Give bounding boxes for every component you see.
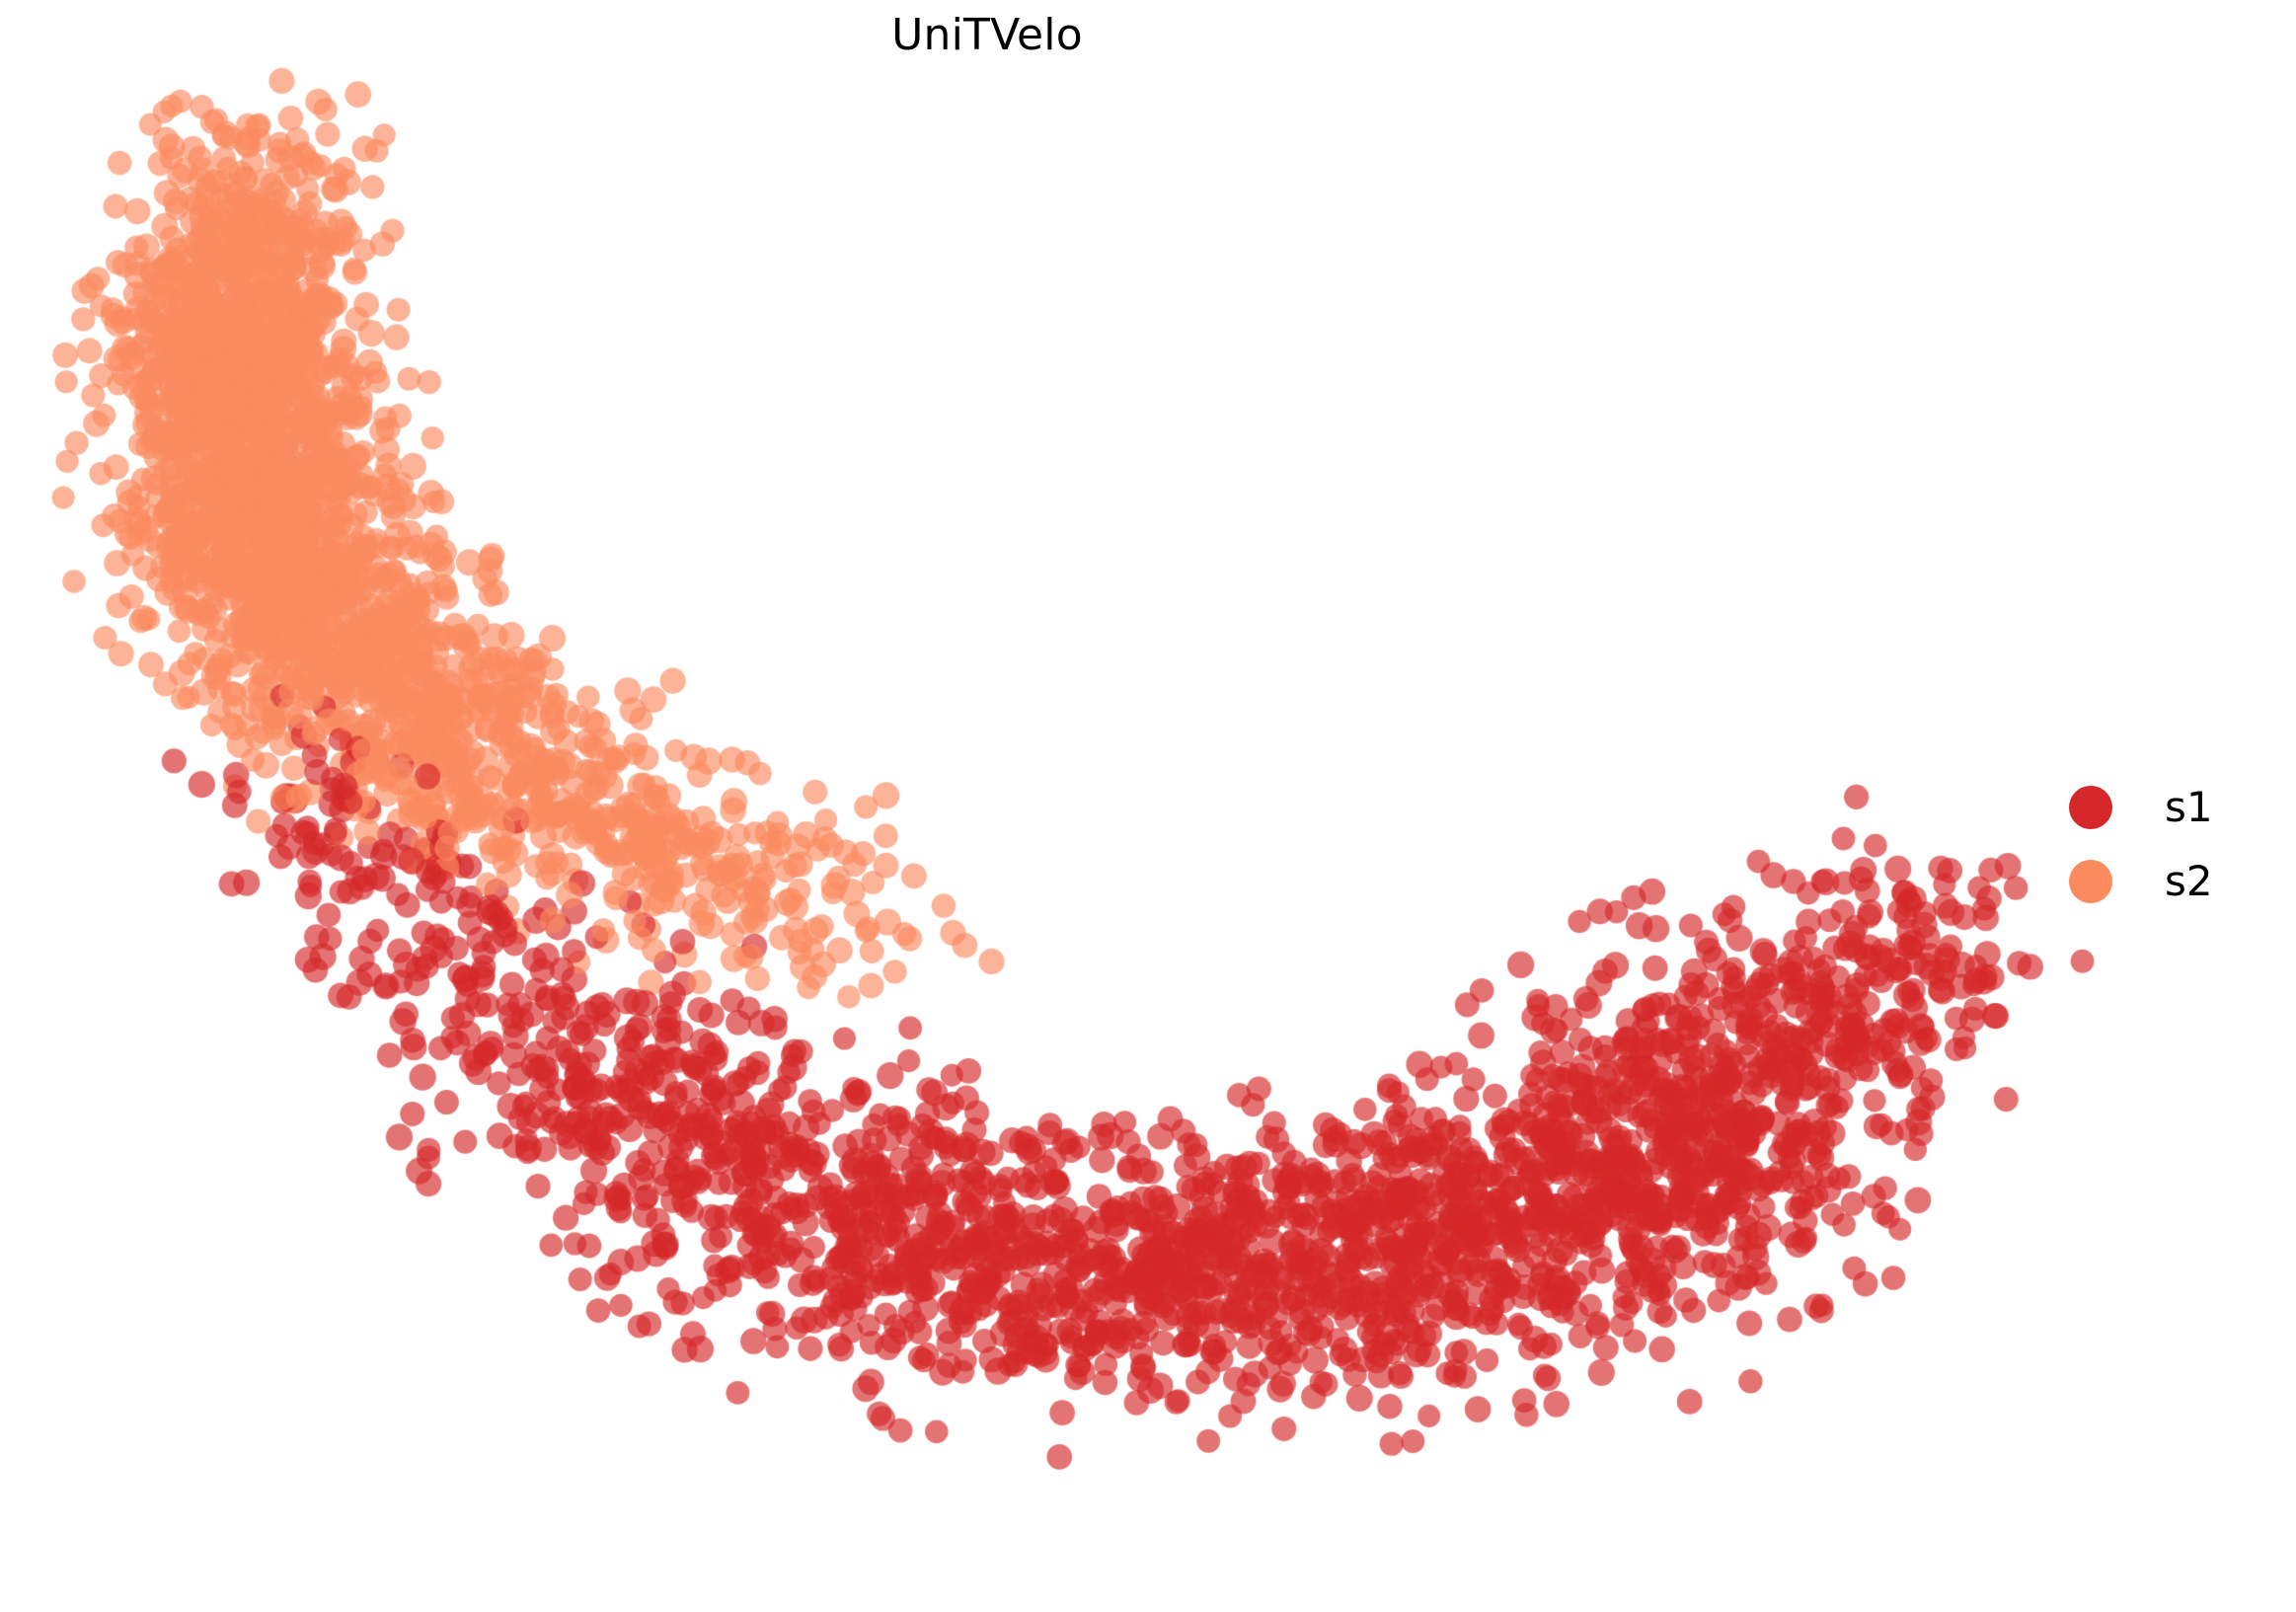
legend-item-s2[interactable]: s2 [2069,844,2276,918]
legend-marker-s2-icon [2069,859,2112,903]
legend-item-s1[interactable]: s1 [2069,770,2276,844]
legend-label-s1: s1 [2165,782,2213,831]
legend: s1 s2 [2069,770,2276,918]
legend-marker-s1-icon [2069,785,2112,829]
legend-label-s2: s2 [2165,856,2213,905]
